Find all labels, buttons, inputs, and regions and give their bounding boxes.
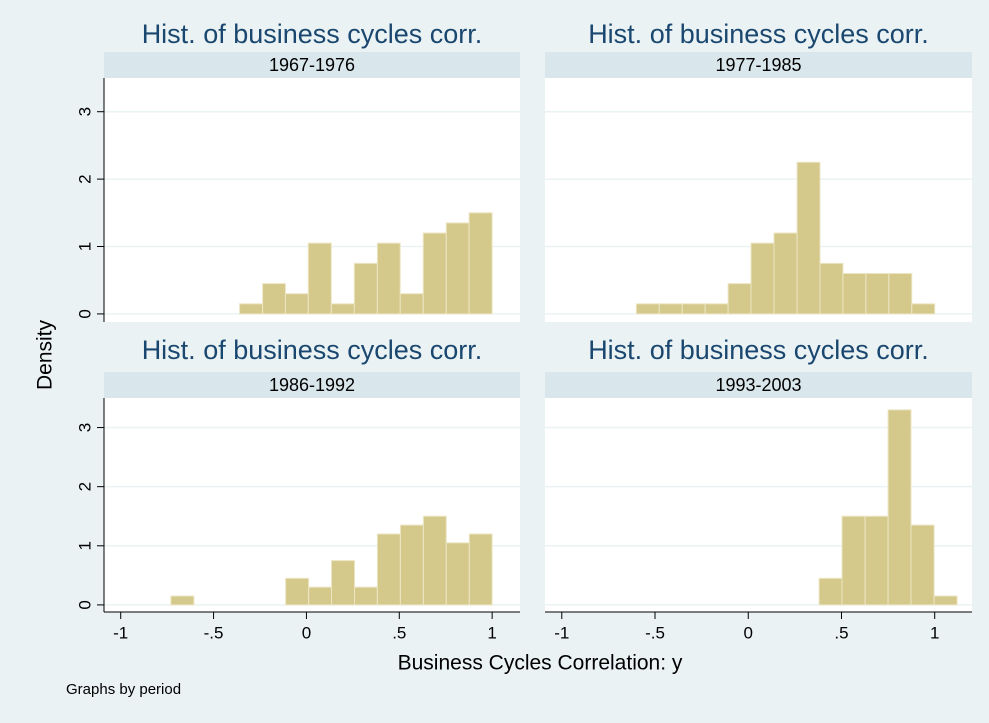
bar: [445, 222, 470, 315]
bar: [750, 242, 775, 315]
bar: [933, 595, 958, 606]
bar: [422, 232, 447, 315]
bar: [399, 524, 424, 606]
x-axis-label: Business Cycles Correlation: y: [398, 652, 683, 675]
note: Graphs by period: [66, 681, 181, 698]
strip-label: 1967-1976: [269, 55, 355, 75]
y-tick-label: 2: [75, 482, 94, 491]
x-tick-label: 0: [302, 623, 311, 642]
strip: [104, 52, 520, 78]
bar: [468, 533, 493, 606]
bar: [773, 232, 798, 315]
y-tick-label: 1: [75, 242, 94, 251]
bar: [445, 542, 470, 606]
bar: [727, 283, 752, 315]
bar: [376, 242, 401, 315]
y-tick-label: 3: [75, 107, 94, 116]
bar: [911, 303, 936, 315]
bar: [284, 293, 309, 315]
bar: [841, 515, 866, 606]
bar: [704, 303, 729, 315]
strip-label: 1986-1992: [269, 375, 355, 395]
panel-title: Hist. of business cycles corr.: [588, 335, 929, 365]
x-tick-label: -.5: [204, 623, 224, 642]
bar: [285, 577, 310, 606]
panel-title: Hist. of business cycles corr.: [142, 335, 483, 365]
x-tick-label: -.5: [645, 623, 665, 642]
x-tick-label: 1: [930, 623, 939, 642]
bar: [910, 524, 935, 606]
y-tick-label: 2: [75, 174, 94, 183]
bar: [888, 272, 913, 315]
y-tick-label: 1: [75, 541, 94, 550]
bar: [376, 533, 401, 606]
bar: [353, 262, 378, 315]
bar: [658, 303, 683, 315]
strip-label: 1977-1985: [715, 55, 801, 75]
x-tick-label: .5: [834, 623, 848, 642]
bar: [887, 409, 912, 606]
panel-title: Hist. of business cycles corr.: [588, 19, 929, 49]
y-tick-label: 0: [75, 600, 94, 609]
bar: [422, 515, 447, 606]
strip-label: 1993-2003: [715, 375, 801, 395]
bar: [262, 283, 286, 315]
bar: [468, 212, 493, 315]
x-tick-label: 0: [744, 623, 753, 642]
bar: [842, 272, 867, 315]
bar: [635, 303, 660, 315]
bar: [865, 272, 890, 315]
bar: [308, 586, 332, 606]
y-tick-label: 0: [75, 309, 94, 318]
bar: [796, 161, 821, 315]
bar: [681, 303, 706, 315]
bar: [239, 303, 264, 315]
bar: [330, 303, 355, 315]
strip: [104, 372, 520, 398]
bar: [354, 586, 378, 606]
bar: [399, 293, 424, 315]
bar: [331, 560, 356, 606]
strip: [545, 372, 972, 398]
bar: [170, 595, 195, 606]
x-tick-label: .5: [392, 623, 406, 642]
bar: [307, 242, 332, 315]
panel-title: Hist. of business cycles corr.: [142, 19, 483, 49]
strip: [545, 52, 972, 78]
y-axis-label: Density: [34, 319, 57, 390]
x-tick-label: -1: [113, 623, 128, 642]
x-tick-label: -1: [554, 623, 569, 642]
x-tick-label: 1: [487, 623, 496, 642]
bar: [864, 515, 889, 606]
bar: [818, 577, 843, 606]
y-tick-label: 3: [75, 423, 94, 432]
bar: [819, 262, 844, 315]
